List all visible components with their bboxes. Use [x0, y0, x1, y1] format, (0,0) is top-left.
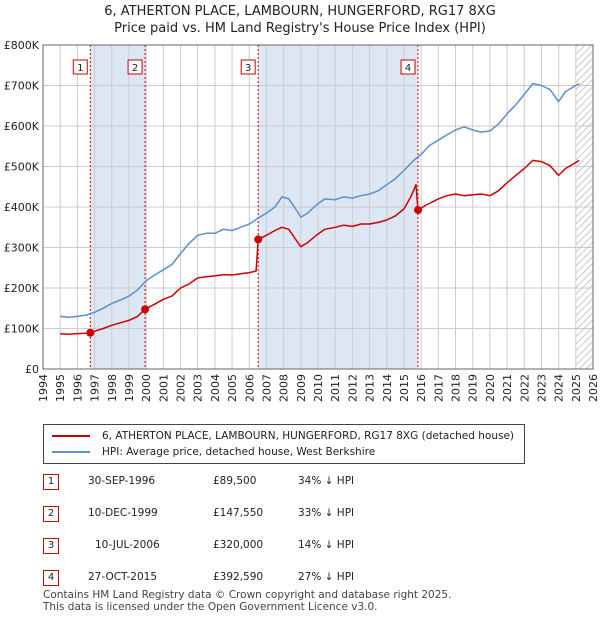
- chart-subtitle: Price paid vs. HM Land Registry's House …: [114, 21, 486, 36]
- marker-label: 1: [77, 63, 83, 74]
- transaction-point: [86, 328, 95, 337]
- x-tick-label: 2021: [501, 374, 514, 402]
- x-tick-label: 2016: [415, 374, 428, 402]
- table-row: 4 27-OCT-2015 £392,590 27% ↓ HPI: [43, 568, 503, 588]
- x-tick-label: 2024: [553, 374, 566, 402]
- transaction-point: [414, 206, 423, 215]
- footer-license: This data is licensed under the Open Gov…: [43, 601, 378, 613]
- marker-box: [400, 59, 416, 75]
- marker-badge: 4: [43, 570, 59, 586]
- transaction-price: £320,000: [213, 539, 264, 551]
- transaction-price: £392,590: [213, 571, 264, 583]
- x-tick-label: 1996: [71, 374, 84, 402]
- marker-box: [240, 59, 256, 75]
- x-tick-label: 1997: [89, 374, 102, 402]
- marker-badge: 1: [43, 474, 59, 490]
- x-tick-label: 2023: [535, 374, 548, 402]
- table-row: 1 30-SEP-1996 £89,500 34% ↓ HPI: [43, 472, 503, 492]
- x-tick-label: 2006: [243, 374, 256, 402]
- transaction-date: 27-OCT-2015: [88, 571, 157, 583]
- x-tick-label: 2009: [295, 374, 308, 402]
- footer-copyright: Contains HM Land Registry data © Crown c…: [43, 589, 452, 601]
- transaction-price: £147,550: [213, 507, 264, 519]
- y-tick-label: £600K: [4, 120, 40, 133]
- footer: Contains HM Land Registry data © Crown c…: [43, 589, 451, 613]
- chart-title: 6, ATHERTON PLACE, LAMBOURN, HUNGERFORD,…: [104, 4, 496, 19]
- x-tick-label: 2025: [570, 374, 583, 402]
- legend: 6, ATHERTON PLACE, LAMBOURN, HUNGERFORD,…: [43, 424, 525, 464]
- x-tick-label: 2015: [398, 374, 411, 402]
- y-tick-label: £0: [25, 363, 39, 376]
- y-tick-label: £300K: [4, 242, 40, 255]
- transaction-point: [254, 235, 263, 244]
- marker-label: 2: [132, 63, 138, 74]
- x-tick-label: 2005: [226, 374, 239, 402]
- transaction-date: 10-JUL-2006: [95, 539, 160, 551]
- x-tick-label: 2004: [209, 374, 222, 402]
- x-tick-label: 2012: [346, 374, 359, 402]
- transaction-date: 30-SEP-1996: [88, 475, 156, 487]
- legend-swatch-price: [52, 435, 90, 437]
- legend-item-price: 6, ATHERTON PLACE, LAMBOURN, HUNGERFORD,…: [52, 428, 514, 444]
- y-tick-label: £100K: [4, 323, 40, 336]
- y-tick-label: £400K: [4, 201, 40, 214]
- x-tick-label: 2020: [484, 374, 497, 402]
- table-row: 2 10-DEC-1999 £147,550 33% ↓ HPI: [43, 504, 503, 524]
- legend-item-hpi: HPI: Average price, detached house, West…: [52, 444, 375, 460]
- x-tick-label: 1998: [106, 374, 119, 402]
- series-line: [60, 82, 580, 318]
- marker-box: [127, 59, 143, 75]
- legend-label-price: 6, ATHERTON PLACE, LAMBOURN, HUNGERFORD,…: [102, 430, 515, 442]
- x-tick-label: 2022: [518, 374, 531, 402]
- transaction-hpi: 14% ↓ HPI: [298, 539, 355, 551]
- marker-badge: 2: [43, 506, 59, 522]
- y-tick-label: £500K: [4, 161, 40, 174]
- table-row: 3 10-JUL-2006 £320,000 14% ↓ HPI: [43, 536, 503, 556]
- marker-label: 4: [405, 63, 411, 74]
- plot-area: [42, 44, 594, 370]
- x-tick-label: 1995: [54, 374, 67, 402]
- x-tick-label: 1994: [37, 374, 50, 402]
- x-tick-label: 2003: [192, 374, 205, 402]
- transaction-hpi: 27% ↓ HPI: [298, 571, 355, 583]
- x-tick-label: 2019: [467, 374, 480, 402]
- x-tick-label: 2010: [312, 374, 325, 402]
- transaction-hpi: 33% ↓ HPI: [298, 507, 355, 519]
- marker-badge: 3: [43, 538, 59, 554]
- price-chart: 1 2 3 4 £0 £100K £200K £300K £400K £500K £600K £700…: [4, 39, 600, 402]
- marker-label: 3: [245, 63, 251, 74]
- x-tick-label: 2018: [450, 374, 463, 402]
- x-tick-label: 2002: [175, 374, 188, 402]
- x-tick-label: 1999: [123, 374, 136, 402]
- transaction-point: [141, 305, 150, 314]
- x-tick-label: 2017: [432, 374, 445, 402]
- x-tick-label: 2013: [364, 374, 377, 402]
- marker-box: [72, 59, 88, 75]
- x-tick-label: 2008: [278, 374, 291, 402]
- legend-swatch-hpi: [52, 451, 90, 453]
- x-tick-label: 2007: [260, 374, 273, 402]
- forecast-hatch: [575, 45, 593, 369]
- y-tick-label: £700K: [4, 80, 40, 93]
- x-tick-label: 2026: [587, 374, 600, 402]
- x-tick-label: 2000: [140, 374, 153, 402]
- transaction-date: 10-DEC-1999: [88, 507, 158, 519]
- legend-label-hpi: HPI: Average price, detached house, West…: [102, 446, 376, 458]
- x-tick-label: 2014: [381, 374, 394, 402]
- y-tick-label: £800K: [4, 39, 40, 52]
- x-tick-label: 2011: [329, 374, 342, 402]
- y-tick-label: £200K: [4, 282, 40, 295]
- x-tick-label: 2001: [157, 374, 170, 402]
- transaction-price: £89,500: [213, 475, 257, 487]
- transaction-hpi: 34% ↓ HPI: [298, 475, 355, 487]
